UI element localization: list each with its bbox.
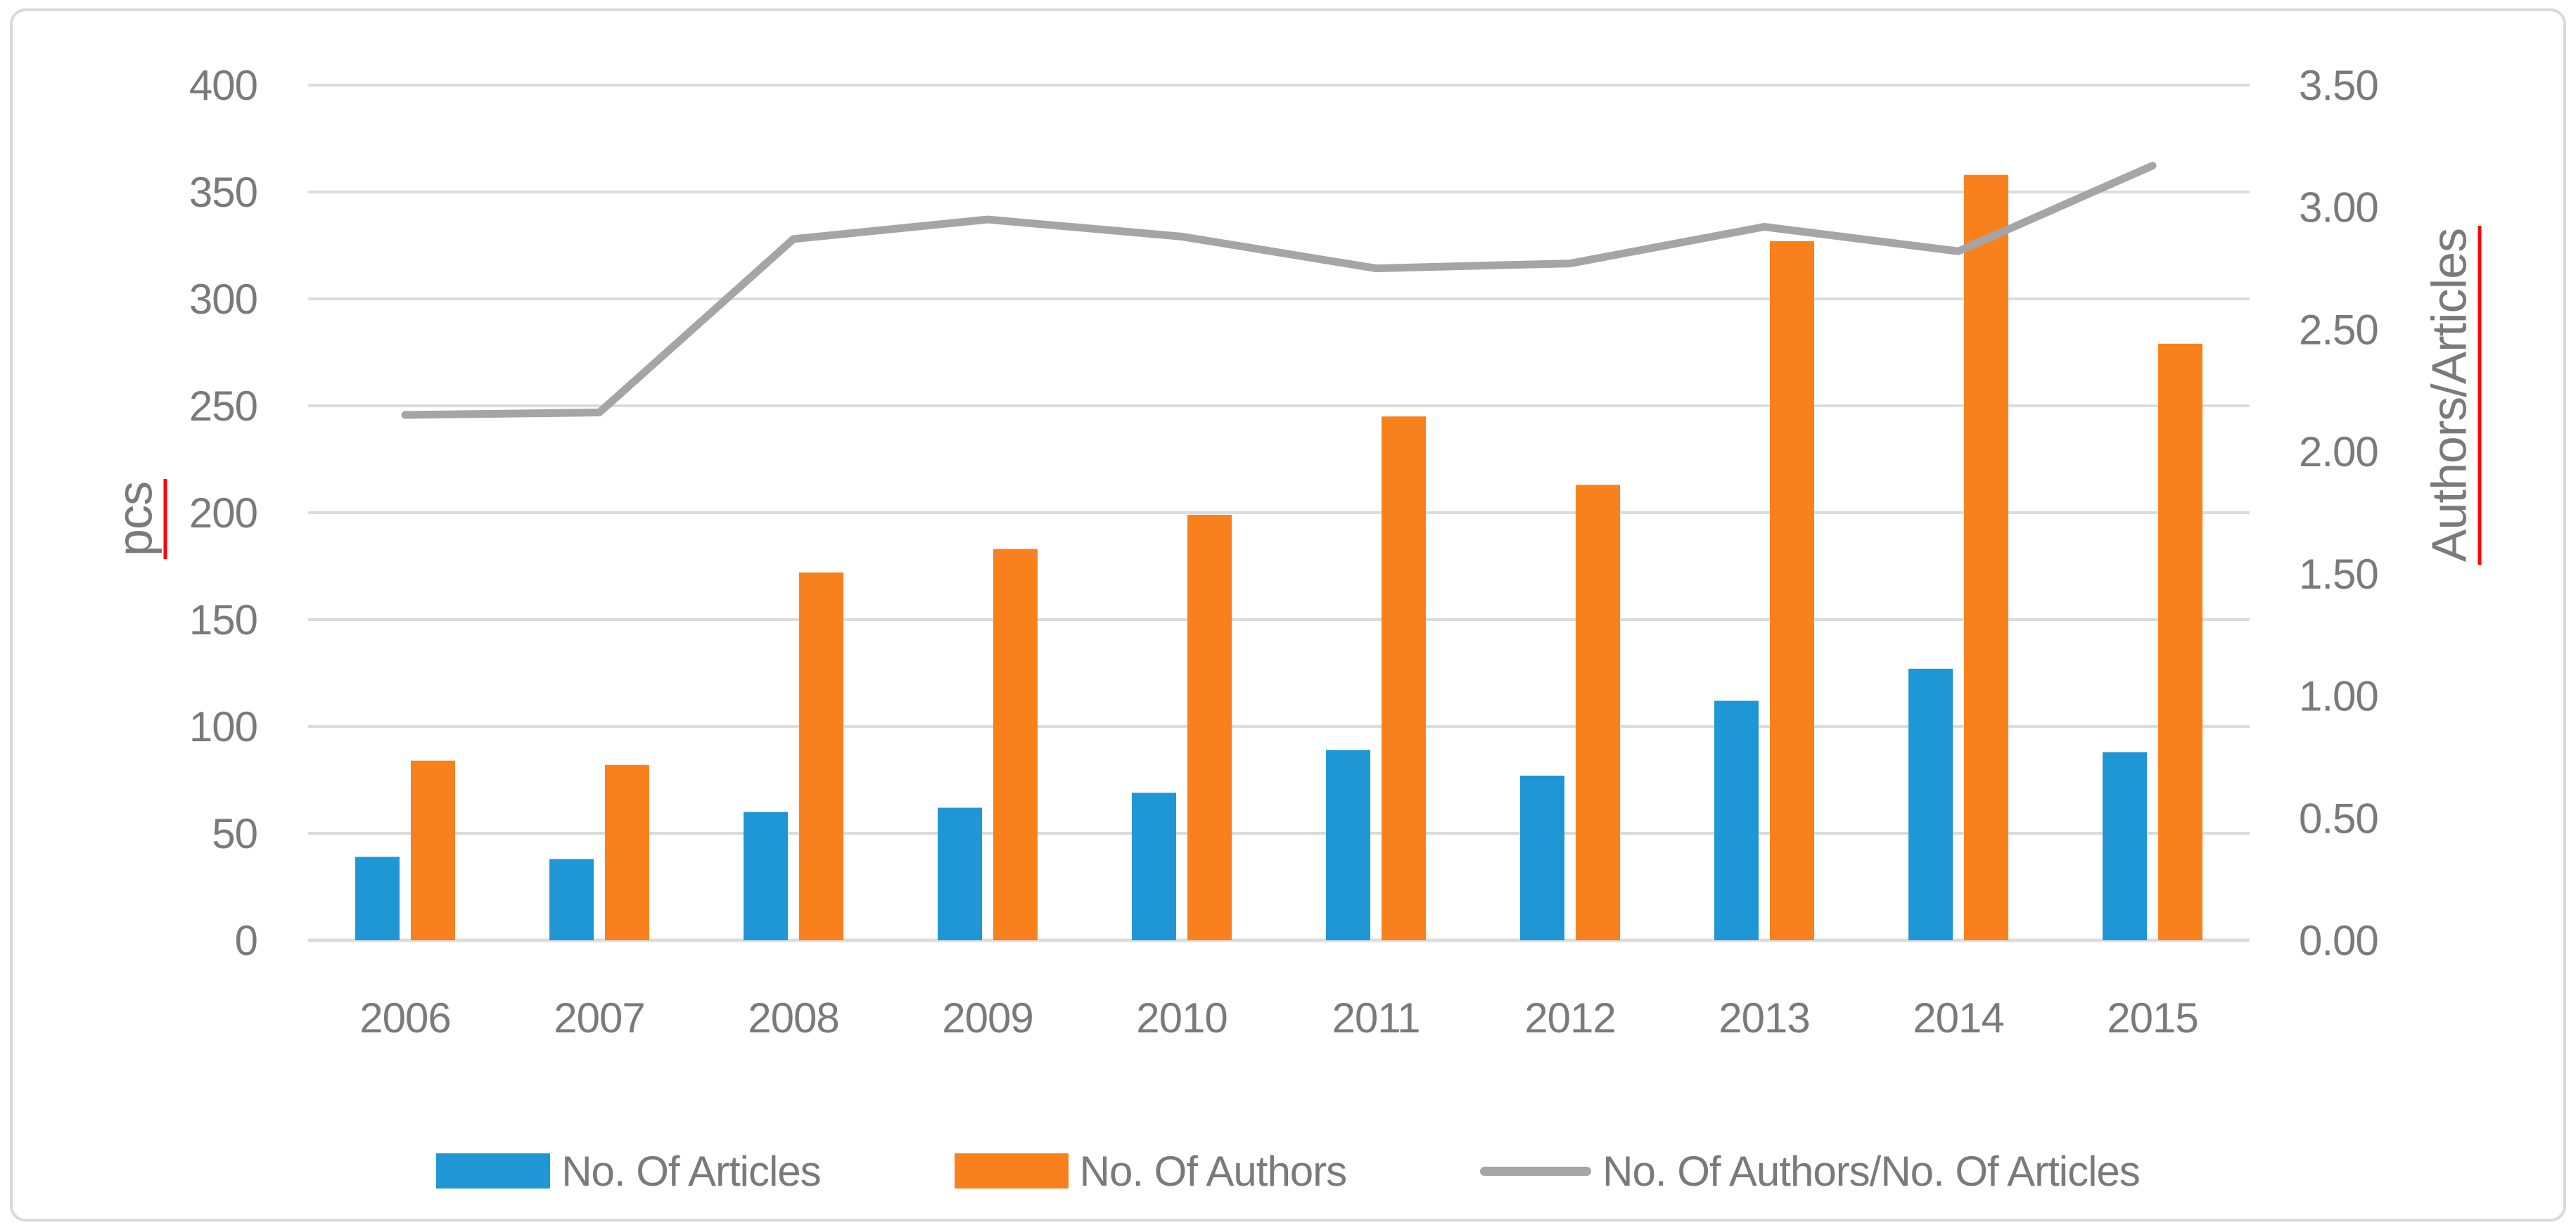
left-axis-tick-label: 0: [235, 917, 257, 964]
authors-bar-2009: [993, 549, 1038, 940]
x-axis-category-label: 2009: [942, 994, 1033, 1042]
x-axis-category-label: 2014: [1913, 994, 2003, 1042]
legend-item-articles: No. Of Articles: [436, 1147, 822, 1196]
authors-bar-2010: [1187, 515, 1232, 940]
articles-bar-2009: [938, 807, 982, 940]
authors-bar-2012: [1576, 485, 1620, 940]
left-axis-title: pcs: [108, 479, 167, 559]
right-axis-tick-label: 2.00: [2299, 428, 2378, 475]
left-axis-tick-label: 400: [189, 62, 257, 109]
authors-per-articles-line: [401, 162, 2157, 419]
right-axis-tick-label: 0.50: [2299, 795, 2378, 842]
authors-bar-2015: [2158, 343, 2202, 941]
articles-bar-2008: [744, 812, 788, 940]
left-axis-tick-label: 300: [189, 276, 257, 323]
legend-label-authors: No. Of Authors: [1079, 1147, 1348, 1195]
articles-bar-2011: [1326, 750, 1370, 940]
left-axis-tick-label: 350: [189, 169, 257, 216]
articles-bar-2013: [1714, 700, 1759, 940]
x-axis-category-label: 2007: [554, 994, 644, 1042]
authors-bar-2014: [1964, 174, 2008, 941]
x-axis-category-label: 2008: [748, 994, 839, 1042]
authors-swatch-icon: [954, 1153, 1069, 1189]
left-axis-tick-label: 100: [189, 703, 257, 750]
legend: No. Of Articles No. Of Authors No. Of Au…: [0, 1132, 2576, 1210]
articles-swatch-icon: [436, 1153, 551, 1189]
left-axis-tick-label: 150: [189, 596, 257, 643]
right-axis-tick-label: 1.50: [2299, 551, 2378, 598]
articles-bar-2010: [1132, 793, 1176, 940]
x-axis-category-label: 2012: [1524, 994, 1615, 1042]
left-axis-tick-label: 250: [189, 383, 257, 430]
x-axis-category-label: 2015: [2107, 994, 2198, 1042]
legend-item-ratio: No. Of Authors/No. Of Articles: [1480, 1147, 2141, 1196]
articles-bar-2007: [549, 859, 594, 940]
articles-bar-2012: [1520, 775, 1564, 940]
legend-label-ratio: No. Of Authors/No. Of Articles: [1602, 1147, 2141, 1195]
articles-bar-2006: [355, 857, 400, 940]
x-axis-category-label: 2011: [1332, 994, 1420, 1042]
right-axis-tick-label: 1.00: [2299, 673, 2378, 720]
left-axis-tick-label: 50: [212, 810, 257, 857]
articles-bar-2014: [1908, 668, 1953, 940]
ratio-line-swatch-icon: [1480, 1166, 1592, 1176]
articles-bar-2015: [2103, 752, 2147, 940]
right-axis-tick-label: 2.50: [2299, 306, 2378, 353]
right-axis-title: Authors/Articles: [2422, 225, 2482, 565]
x-axis-category-label: 2010: [1136, 994, 1227, 1042]
right-axis-tick-label: 0.00: [2299, 917, 2378, 964]
right-axis-tick-label: 3.50: [2299, 62, 2378, 109]
authors-bar-2013: [1770, 241, 1814, 940]
left-axis-tick-label: 200: [189, 489, 257, 537]
x-axis-category-label: 2006: [359, 994, 450, 1042]
authors-bar-2006: [411, 760, 455, 940]
authors-bar-2011: [1382, 416, 1426, 940]
x-axis-category-label: 2013: [1719, 994, 1809, 1042]
authors-bar-2008: [799, 572, 843, 940]
right-axis-tick-label: 3.00: [2299, 184, 2378, 231]
legend-item-authors: No. Of Authors: [954, 1147, 1348, 1196]
legend-label-articles: No. Of Articles: [561, 1147, 821, 1195]
authors-bar-2007: [605, 764, 649, 940]
